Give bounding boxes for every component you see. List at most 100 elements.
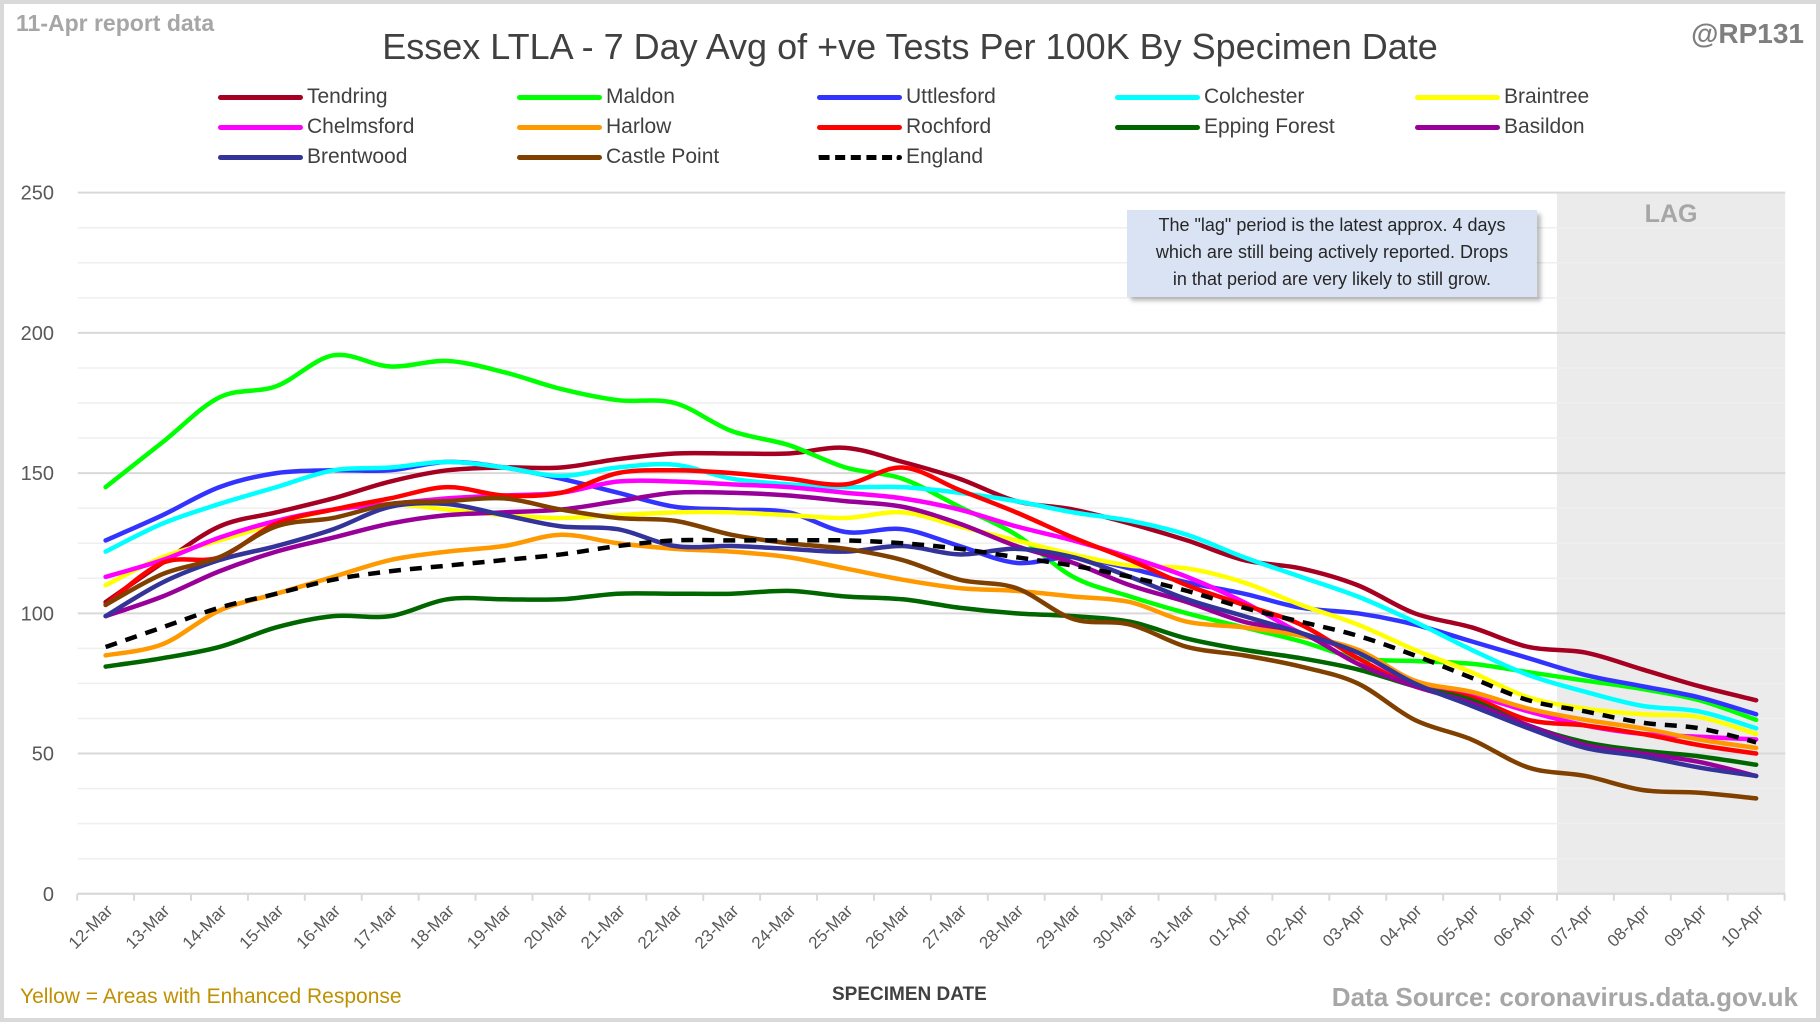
legend-item-chelmsford: Chelmsford <box>218 114 414 140</box>
legend-label: England <box>906 145 984 168</box>
y-tick-label: 200 <box>21 323 54 345</box>
legend-swatch <box>218 124 303 130</box>
legend-item-maldon: Maldon <box>517 84 675 110</box>
y-tick-label: 0 <box>43 884 54 906</box>
legend-swatch <box>517 124 602 130</box>
legend-label: Harlow <box>606 115 672 138</box>
x-axis-label: SPECIMEN DATE <box>832 984 987 1005</box>
legend-item-basildon: Basildon <box>1415 114 1585 140</box>
legend-item-brentwood: Brentwood <box>218 144 407 170</box>
chart-title: Essex LTLA - 7 Day Avg of +ve Tests Per … <box>382 26 1438 67</box>
legend-label: Maldon <box>606 85 675 108</box>
series-line-colchester <box>103 459 1759 731</box>
legend-item-braintree: Braintree <box>1415 84 1589 110</box>
x-tick-label: 29-Mar <box>1032 901 1084 953</box>
legend-item-rochford: Rochford <box>817 114 991 140</box>
legend-swatch <box>817 124 902 130</box>
legend-label: Colchester <box>1204 85 1305 108</box>
legend-item-harlow: Harlow <box>517 114 671 140</box>
data-source: Data Source: coronavirus.data.gov.uk <box>1331 982 1798 1012</box>
chart-panel <box>4 4 1816 1018</box>
series-lines <box>103 352 1759 801</box>
legend-label: Epping Forest <box>1204 115 1335 138</box>
enhanced-response-note: Yellow = Areas with Enhanced Response <box>20 985 402 1008</box>
x-tick-label: 08-Apr <box>1604 901 1654 951</box>
legend-label: Uttlesford <box>906 85 996 108</box>
legend-swatch <box>517 154 602 160</box>
x-tick-label: 20-Mar <box>520 901 572 953</box>
legend-swatch <box>218 94 303 100</box>
series-line-rochford <box>103 465 1759 756</box>
x-tick-label: 05-Apr <box>1433 901 1483 951</box>
x-tick-label: 03-Apr <box>1319 901 1369 951</box>
y-axis-ticks: 0 50 100 150 200 250 <box>21 183 54 906</box>
series-line-basildon <box>103 489 1759 779</box>
annotation-line: in that period are very likely to still … <box>1172 269 1492 289</box>
x-tick-label: 19-Mar <box>463 901 515 953</box>
legend-swatch <box>1115 94 1200 100</box>
x-tick-label: 02-Apr <box>1262 901 1312 951</box>
x-tick-label: 07-Apr <box>1547 901 1597 951</box>
legend-item-england: England <box>817 144 983 170</box>
x-tick-label: 16-Mar <box>293 901 345 953</box>
legend-item-epping-forest: Epping Forest <box>1115 114 1335 140</box>
legend-swatch <box>1115 124 1200 130</box>
legend-label: Chelmsford <box>307 115 415 138</box>
legend-item-tendring: Tendring <box>218 84 388 110</box>
x-tick-label: 22-Mar <box>634 901 686 953</box>
series-line-epping-forest <box>103 588 1759 768</box>
legend-swatch <box>517 94 602 100</box>
legend-swatch <box>1415 124 1500 130</box>
legend-item-uttlesford: Uttlesford <box>817 84 996 110</box>
series-line-uttlesford <box>103 459 1759 717</box>
annotation-line: The "lag" period is the latest approx. 4… <box>1158 215 1506 235</box>
x-tick-label: 23-Mar <box>691 901 743 953</box>
x-tick-label: 10-Apr <box>1717 901 1767 951</box>
x-tick-label: 04-Apr <box>1376 901 1426 951</box>
legend-label: Tendring <box>307 85 388 108</box>
x-tick-label: 17-Mar <box>350 901 402 953</box>
legend-label: Basildon <box>1504 115 1585 138</box>
x-tick-label: 25-Mar <box>805 901 857 953</box>
y-tick-label: 250 <box>21 183 54 205</box>
x-tick-label: 31-Mar <box>1146 901 1198 953</box>
legend-swatch <box>817 154 902 160</box>
series-line-tendring <box>103 445 1759 703</box>
series-line-harlow <box>103 532 1759 751</box>
y-tick-label: 150 <box>21 463 54 485</box>
x-tick-label: 09-Apr <box>1661 901 1711 951</box>
x-tick-label: 30-Mar <box>1089 901 1141 953</box>
x-tick-label: 13-Mar <box>122 901 174 953</box>
legend-swatch <box>218 154 303 160</box>
x-tick-label: 18-Mar <box>406 901 458 953</box>
lag-label: LAG <box>1644 200 1698 228</box>
x-tick-label: 27-Mar <box>919 901 971 953</box>
y-tick-label: 50 <box>32 744 54 766</box>
x-tick-label: 26-Mar <box>862 901 914 953</box>
legend-item-colchester: Colchester <box>1115 84 1304 110</box>
legend-swatch <box>817 94 902 100</box>
x-tick-label: 15-Mar <box>236 901 288 953</box>
legend-item-castle-point: Castle Point <box>517 144 719 170</box>
x-tick-label: 12-Mar <box>65 901 117 953</box>
x-tick-label: 21-Mar <box>577 901 629 953</box>
legend-label: Castle Point <box>606 145 720 168</box>
gridlines <box>77 191 1786 895</box>
x-tick-label: 06-Apr <box>1490 901 1540 951</box>
x-tick-label: 24-Mar <box>748 901 800 953</box>
annotation-line: which are still being actively reported.… <box>1155 242 1509 262</box>
y-tick-label: 100 <box>21 603 54 625</box>
x-tick-label: 28-Mar <box>976 901 1028 953</box>
legend-label: Braintree <box>1504 85 1590 108</box>
series-line-brentwood <box>103 500 1759 779</box>
author-handle: @RP131 <box>1691 18 1804 49</box>
x-tick-label: 01-Apr <box>1205 901 1255 951</box>
x-tick-label: 14-Mar <box>179 901 231 953</box>
legend-label: Brentwood <box>307 145 408 168</box>
lag-annotation: The "lag" period is the latest approx. 4… <box>1127 210 1537 297</box>
legend-label: Rochford <box>906 115 992 138</box>
series-line-castle-point <box>103 495 1759 801</box>
report-date-label: 11-Apr report data <box>16 10 215 36</box>
